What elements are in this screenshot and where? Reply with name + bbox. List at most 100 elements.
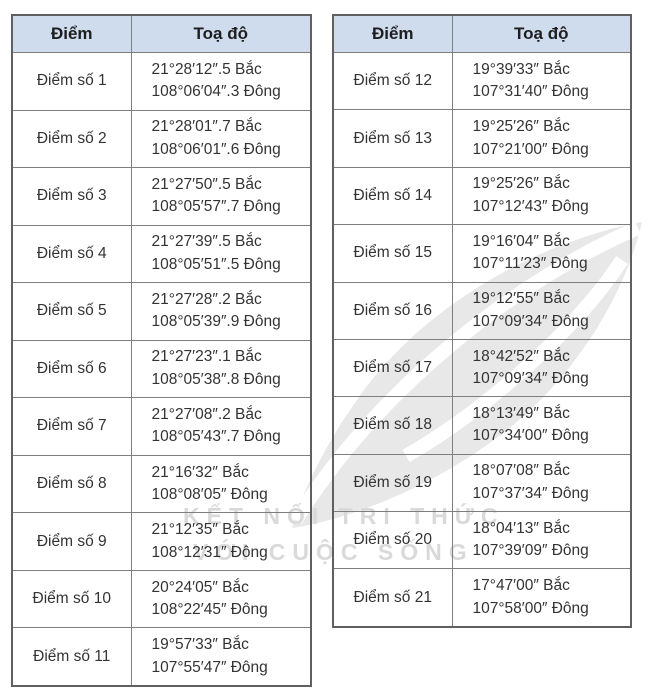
latitude-line: 21°28′12″.5 Bắc bbox=[151, 60, 262, 78]
table-row: Điểm số 4 21°27′39″.5 Bắc 108°05′51″.5 Đôn… bbox=[11, 224, 312, 284]
coordinate-value: 19°39′33″ Bắc 107°31′40″ Đông bbox=[451, 51, 632, 111]
longitude-line: 108°12′31″ Đông bbox=[151, 543, 268, 561]
longitude-line: 107°37′34″ Đông bbox=[472, 484, 589, 502]
latitude-line: 19°25′26″ Bắc bbox=[472, 118, 570, 136]
table-row: Điểm số 18 18°13′49″ Bắc 107°34′00″ Đông bbox=[332, 396, 632, 455]
longitude-line: 108°22′45″ Đông bbox=[151, 601, 268, 619]
point-label: Điểm số 10 bbox=[11, 569, 132, 629]
latitude-line: 19°25′26″ Bắc bbox=[472, 175, 570, 193]
point-label: Điểm số 9 bbox=[11, 512, 132, 571]
table-row: Điểm số 20 18°04′13″ Bắc 107°39′09″ Đông bbox=[332, 510, 632, 570]
table-row: Điểm số 2 21°28′01″.7 Bắc 108°06′01″.6 Đôn… bbox=[11, 109, 312, 169]
table-body-left: Điểm số 1 21°28′12″.5 Bắc 108°06′04″.3 Đôn… bbox=[11, 52, 312, 687]
point-label: Điểm số 6 bbox=[11, 339, 132, 399]
point-label: Điểm số 17 bbox=[332, 338, 453, 398]
column-header-coord: Toạ độ bbox=[451, 14, 632, 53]
point-label: Điểm số 19 bbox=[332, 453, 453, 513]
point-label: Điểm số 15 bbox=[332, 224, 453, 283]
coordinate-value: 20°24′05″ Bắc 108°22′45″ Đông bbox=[130, 569, 312, 629]
table-row: Điểm số 17 18°42′52″ Bắc 107°09′34″ Đông bbox=[332, 338, 632, 398]
longitude-line: 108°05′39″.9 Đông bbox=[151, 313, 281, 331]
point-label: Điểm số 5 bbox=[11, 282, 132, 341]
longitude-line: 107°09′34″ Đông bbox=[472, 312, 589, 330]
longitude-line: 107°11′23″ Đông bbox=[472, 255, 588, 273]
point-label: Điểm số 13 bbox=[332, 109, 453, 168]
latitude-line: 21°27′23″.1 Bắc bbox=[151, 348, 262, 366]
point-label: Điểm số 3 bbox=[11, 167, 132, 226]
coordinate-value: 18°13′49″ Bắc 107°34′00″ Đông bbox=[451, 396, 632, 455]
longitude-line: 108°06′01″.6 Đông bbox=[151, 140, 281, 158]
coordinates-table-right: Điểm Toạ độ Điểm số 12 19°39′33″ Bắc 107°3… bbox=[332, 14, 632, 628]
point-label: Điểm số 12 bbox=[332, 51, 453, 111]
table-row: Điểm số 14 19°25′26″ Bắc 107°12′43″ Đông bbox=[332, 166, 632, 226]
latitude-line: 21°27′50″.5 Bắc bbox=[151, 175, 262, 193]
longitude-line: 108°08′05″ Đông bbox=[151, 485, 268, 503]
table-row: Điểm số 3 21°27′50″.5 Bắc 108°05′57″.7 Đôn… bbox=[11, 167, 312, 226]
coordinate-value: 21°16′32″ Bắc 108°08′05″ Đông bbox=[130, 454, 312, 514]
coordinate-value: 19°25′26″ Bắc 107°12′43″ Đông bbox=[451, 166, 632, 226]
table-row: Điểm số 7 21°27′08″.2 Bắc 108°05′43″.7 Đôn… bbox=[11, 397, 312, 456]
table-row: Điểm số 12 19°39′33″ Bắc 107°31′40″ Đông bbox=[332, 51, 632, 111]
table-row: Điểm số 8 21°16′32″ Bắc 108°08′05″ Đông bbox=[11, 454, 312, 514]
longitude-line: 107°58′00″ Đông bbox=[472, 599, 589, 617]
latitude-line: 18°42′52″ Bắc bbox=[472, 347, 570, 365]
latitude-line: 18°13′49″ Bắc bbox=[472, 404, 570, 422]
longitude-line: 107°09′34″ Đông bbox=[472, 370, 589, 388]
coordinate-value: 18°04′13″ Bắc 107°39′09″ Đông bbox=[451, 510, 632, 570]
coordinate-value: 21°28′01″.7 Bắc 108°06′01″.6 Đông bbox=[130, 109, 312, 169]
latitude-line: 17°47′00″ Bắc bbox=[472, 577, 570, 595]
table-row: Điểm số 16 19°12′55″ Bắc 107°09′34″ Đông bbox=[332, 281, 632, 340]
header-row: Điểm Toạ độ bbox=[332, 14, 632, 53]
longitude-line: 108°05′38″.8 Đông bbox=[151, 370, 281, 388]
latitude-line: 18°07′08″ Bắc bbox=[472, 462, 570, 480]
column-header-point: Điểm bbox=[332, 14, 453, 53]
longitude-line: 107°34′00″ Đông bbox=[472, 427, 589, 445]
coordinate-value: 21°12′35″ Bắc 108°12′31″ Đông bbox=[130, 512, 312, 571]
column-header-point: Điểm bbox=[11, 14, 132, 53]
longitude-line: 108°05′43″.7 Đông bbox=[151, 428, 281, 446]
coordinate-value: 18°42′52″ Bắc 107°09′34″ Đông bbox=[451, 338, 632, 398]
table-row: Điểm số 5 21°27′28″.2 Bắc 108°05′39″.9 Đôn… bbox=[11, 282, 312, 341]
latitude-line: 19°16′04″ Bắc bbox=[472, 232, 570, 250]
table-row: Điểm số 19 18°07′08″ Bắc 107°37′34″ Đông bbox=[332, 453, 632, 513]
column-header-coord: Toạ độ bbox=[130, 14, 312, 53]
longitude-line: 108°06′04″.3 Đông bbox=[151, 83, 281, 101]
point-label: Điểm số 21 bbox=[332, 568, 453, 628]
point-label: Điểm số 1 bbox=[11, 52, 132, 111]
point-label: Điểm số 16 bbox=[332, 281, 453, 340]
point-label: Điểm số 14 bbox=[332, 166, 453, 226]
coordinate-value: 21°27′28″.2 Bắc 108°05′39″.9 Đông bbox=[130, 282, 312, 341]
latitude-line: 21°27′39″.5 Bắc bbox=[151, 233, 262, 251]
longitude-line: 107°31′40″ Đông bbox=[472, 83, 589, 101]
longitude-line: 107°12′43″ Đông bbox=[472, 197, 589, 215]
coordinate-value: 21°27′08″.2 Bắc 108°05′43″.7 Đông bbox=[130, 397, 312, 456]
coordinate-value: 18°07′08″ Bắc 107°37′34″ Đông bbox=[451, 453, 632, 513]
table-row: Điểm số 15 19°16′04″ Bắc 107°11′23″ Đông bbox=[332, 224, 632, 283]
point-label: Điểm số 20 bbox=[332, 510, 453, 570]
coordinate-value: 21°28′12″.5 Bắc 108°06′04″.3 Đông bbox=[130, 52, 312, 111]
point-label: Điểm số 2 bbox=[11, 109, 132, 169]
coordinates-table-left: Điểm Toạ độ Điểm số 1 21°28′12″.5 Bắc 108°… bbox=[11, 14, 312, 687]
table-row: Điểm số 21 17°47′00″ Bắc 107°58′00″ Đông bbox=[332, 568, 632, 628]
table-body-right: Điểm số 12 19°39′33″ Bắc 107°31′40″ Đông Đi… bbox=[332, 51, 632, 628]
table-row: Điểm số 10 20°24′05″ Bắc 108°22′45″ Đông bbox=[11, 569, 312, 629]
point-label: Điểm số 11 bbox=[11, 627, 132, 687]
point-label: Điểm số 8 bbox=[11, 454, 132, 514]
latitude-line: 21°28′01″.7 Bắc bbox=[151, 118, 262, 136]
table-row: Điểm số 6 21°27′23″.1 Bắc 108°05′38″.8 Đôn… bbox=[11, 339, 312, 399]
point-label: Điểm số 7 bbox=[11, 397, 132, 456]
coordinate-value: 19°25′26″ Bắc 107°21′00″ Đông bbox=[451, 109, 632, 168]
latitude-line: 21°27′28″.2 Bắc bbox=[151, 290, 262, 308]
coordinate-value: 19°16′04″ Bắc 107°11′23″ Đông bbox=[451, 224, 632, 283]
coordinate-value: 19°57′33″ Bắc 107°55′47″ Đông bbox=[130, 627, 312, 687]
latitude-line: 21°16′32″ Bắc bbox=[151, 463, 249, 481]
coordinate-value: 17°47′00″ Bắc 107°58′00″ Đông bbox=[451, 568, 632, 628]
longitude-line: 107°55′47″ Đông bbox=[151, 658, 268, 676]
latitude-line: 21°12′35″ Bắc bbox=[151, 521, 249, 539]
table-row: Điểm số 9 21°12′35″ Bắc 108°12′31″ Đông bbox=[11, 512, 312, 571]
latitude-line: 20°24′05″ Bắc bbox=[151, 578, 249, 596]
latitude-line: 19°39′33″ Bắc bbox=[472, 60, 570, 78]
point-label: Điểm số 18 bbox=[332, 396, 453, 455]
longitude-line: 108°05′51″.5 Đông bbox=[151, 255, 281, 273]
